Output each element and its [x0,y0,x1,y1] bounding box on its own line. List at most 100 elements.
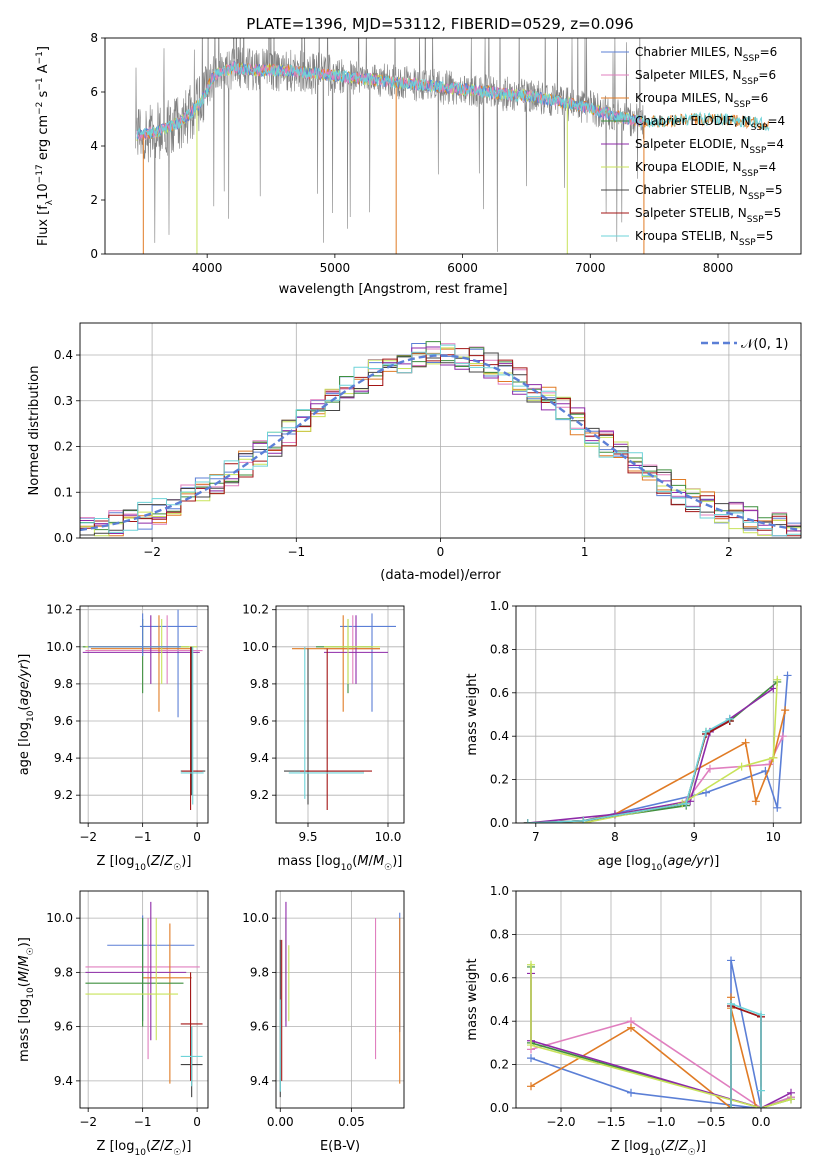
mass_vs_z-ylabel-part: )] [17,937,32,947]
mass_weight_vs_age-ylabel: mass weight [465,673,480,755]
legend-label: Salpeter ELODIE, NSSP=4 [635,137,784,156]
age_vs_z-xlabel-part: )] [181,854,191,869]
residuals-ytick-label: 0.3 [54,394,73,408]
mass_weight_vs_z-line-salpeter_miles [530,1020,792,1108]
mass_weight_vs_z-xtick-label: −0.5 [696,1115,725,1129]
legend-label-part: SSP [734,100,751,110]
mass_weight_vs_z-xlabel-part: Z [678,1139,689,1154]
residuals-ylabel: Normed distribution [27,366,42,496]
age_vs_mass-ytick-label: 9.6 [250,714,269,728]
mass_weight_vs_age-xlabel-part: )] [709,854,719,869]
spectrum-xtick-label: 6000 [447,261,478,275]
mass_weight_vs_age-line-kroupa_elodie [527,679,779,823]
legend-label: Kroupa STELIB, NSSP=5 [635,229,773,248]
spectrum-ylabel-part: 10 [36,183,51,200]
age_vs_z-ytick-label: 9.8 [54,677,73,691]
age_vs_z-xlabel-part: ☉ [173,863,181,873]
mass_weight_vs_age-line-salpeter_elodie [527,687,774,823]
mass_vs_z-grid [80,891,208,1108]
mass_weight_vs_z-frame [515,890,802,1109]
age_vs_z-xlabel-part: 10 [134,863,146,873]
mass_vs_z-ytick-label: 9.4 [54,1074,73,1088]
mass_vs_ebv-ytick-label: 9.6 [250,1020,269,1034]
legend-label-part: SSP [742,77,759,87]
mass_weight_vs_age-marker-salpeter_miles [705,764,714,773]
legend-label-part: Kroupa ELODIE, N [635,160,742,174]
mass_weight_vs_z-xlabel-part: ☉ [688,1148,696,1158]
legend-label: Chabrier STELIB, NSSP=5 [635,183,783,202]
mass_vs_z-ytick-label: 10.0 [46,911,73,925]
legend-label-part: =4 [767,114,785,128]
residuals-frame [79,322,802,539]
mass_weight_vs_z-ytick-label: 0.8 [490,927,509,941]
mass_weight_vs_z-ytick-label: 0.0 [490,1101,509,1115]
mass_weight_vs_age-xlabel-part: ( [662,854,667,869]
mass_weight_vs_age-marker-kroupa_stelib [702,727,710,736]
legend-label-part: Chabrier MILES, N [635,45,743,59]
mass_vs_ebv-panel: 0.00 0.05 9.4 9.6 9.8 10.0 E(B-V) [242,890,405,1154]
legend-label: Salpeter STELIB, NSSP=5 [635,206,781,225]
age_vs_z-ylabel-part: 10 [26,710,36,722]
age_vs_z-panel: −2 −1 09.29.49.69.810.010.2Z [log10(Z/Z☉)]… [17,603,209,873]
legend-label: Kroupa ELODIE, NSSP=4 [635,160,776,179]
mass_vs_z-ylabel-part: mass [log [17,999,32,1062]
mass_vs_z-ylabel-part: ( [17,982,32,987]
mass_weight_vs_z-ytick-label: 1.0 [490,884,509,898]
mass_vs_z-ylabel-part: / [17,966,32,971]
mass_weight_vs_age-ytick-label: 1.0 [490,599,509,613]
spectrum-ylabel-part: −17 [35,164,45,183]
mass_vs_z-ylabel: mass [log10(M/M☉)] [17,937,36,1062]
mass_weight_vs_z-xlabel-part: 10 [649,1148,661,1158]
residuals-xtick-label: −1 [287,545,305,559]
mass_weight_vs_z-marker-kroupa_stelib [757,1086,765,1095]
mass_weight_vs_age-xlabel-part: 10 [651,863,663,873]
spectrum-data-line [135,38,644,252]
mass_weight_vs_age-line-salpeter_miles [527,735,784,823]
mass_weight_vs_age-ytick-label: 0.0 [490,816,509,830]
spectrum-ylabel: Flux [fλ10−17 erg cm−2 s−1 A−1] [35,46,55,246]
legend-label-part: SSP [742,169,759,179]
age_vs_z-xlabel-part: ( [146,854,151,869]
mass_weight_vs_age-marker-chabrier_miles [783,671,792,680]
residuals-histograms [80,341,801,537]
mass_weight_vs_z-xlabel-part: ( [660,1139,665,1154]
age_vs_z-xtick-label: −2 [79,830,97,844]
age_vs_mass-xlabel-part: mass [log [278,854,341,869]
age_vs_z-xtick-label: 0 [193,830,201,844]
age_vs_z-xlabel-part: Z [150,854,161,869]
mass_weight_vs_z-ytick-label: 0.6 [490,971,509,985]
residuals-panel: −2 −1 0 1 2 0.0 0.1 0.2 0.3 0.4 𝒩(0, 1) (data-model… [27,322,802,583]
age_vs_z-ytick-label: 10.2 [46,603,73,617]
age_vs_mass-ytick-label: 9.4 [250,751,269,765]
mass_weight_vs_age-series [523,671,792,823]
age_vs_z-ytick-label: 9.4 [54,751,73,765]
mass_vs_z-xlabel: Z [log10(Z/Z☉)] [97,1139,192,1158]
age_vs_mass-ytick-label: 9.2 [250,788,269,802]
mass_weight_vs_z-marker-kroupa_elodie [527,1041,535,1050]
mass_weight_vs_age-xtick-label: 8 [611,830,619,844]
age_vs_z-xlabel-part: / [160,854,165,869]
mass_weight_vs_age-frame [515,605,802,824]
spectrum-ytick-label: 2 [90,193,98,207]
mass_weight_vs_age-marker-chabrier_miles [702,788,710,797]
mass_vs_z-xlabel-part: Z [163,1139,174,1154]
age_vs_z-errorbars [82,609,206,811]
age_vs_z-xtick-label: −1 [134,830,152,844]
residuals-ytick-label: 0.1 [54,485,73,499]
age_vs_mass-ytick-label: 10.0 [242,640,269,654]
mass_vs_ebv-ytick-label: 9.8 [250,965,269,979]
legend-label-part: Chabrier ELODIE, N [635,114,751,128]
legend-label-part: SSP [747,215,764,225]
age_vs_z-xlabel-part: Z [log [97,854,135,869]
legend-label: Chabrier MILES, NSSP=6 [635,45,777,64]
mass_vs_z-ylabel-part: ☉ [26,947,36,955]
mass_weight_vs_z-marker-chabrier_miles [727,956,735,965]
mass_weight_vs_z-marker-kroupa_miles [527,1082,535,1091]
mass_weight_vs_z-ytick-label: 0.4 [490,1014,509,1028]
mass_weight_vs_age-marker-kroupa_elodie [737,762,746,771]
age_vs_z-ytick-label: 9.6 [54,714,73,728]
mass_vs_z-panel: −2 −1 09.49.69.810.0Z [log10(Z/Z☉)]mass [l… [17,890,209,1158]
mass_weight_vs_z-marker-kroupa_miles [627,1023,635,1032]
spectrum-ylabel-part: −2 [35,102,45,115]
